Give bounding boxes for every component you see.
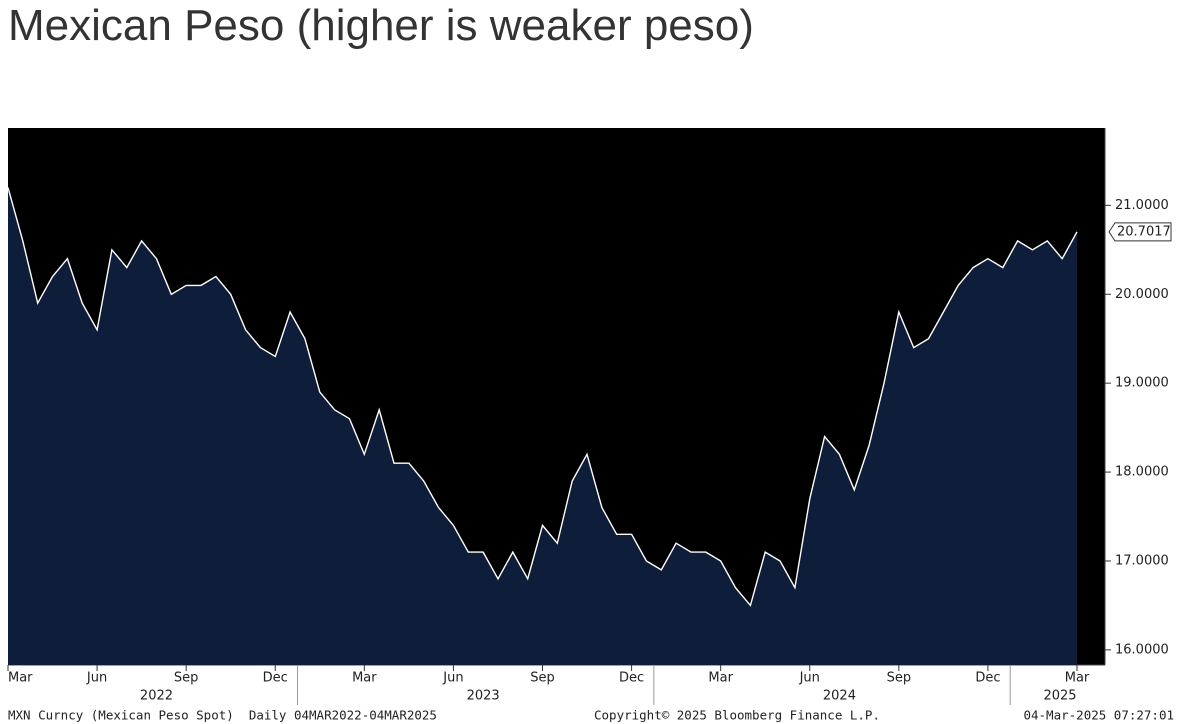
x-tick-label: Sep [530, 671, 555, 686]
y-tick-label: 17.0000 [1115, 553, 1169, 568]
year-label: 2024 [823, 689, 856, 704]
x-tick-label: Mar [1065, 671, 1090, 686]
y-tick-label: 16.0000 [1115, 642, 1169, 657]
area [8, 187, 1077, 665]
y-tick-label: 21.0000 [1115, 198, 1169, 213]
x-tick-label: Sep [174, 671, 199, 686]
x-tick-label: Jun [799, 671, 820, 686]
x-tick-label: Dec [263, 671, 288, 686]
y-tick-label: 19.0000 [1115, 376, 1169, 391]
footer-right: 04-Mar-2025 07:27:01 [1023, 708, 1174, 723]
x-tick-label: Dec [975, 671, 1000, 686]
x-tick-label: Dec [619, 671, 644, 686]
footer-center: Copyright© 2025 Bloomberg Finance L.P. [594, 708, 880, 723]
year-label: 2025 [1043, 689, 1076, 704]
x-tick-label: Mar [8, 671, 33, 686]
line [7, 187, 1078, 607]
y-tick-label: 18.0000 [1115, 465, 1169, 480]
last-value-box [1108, 222, 1172, 242]
last-value-label: 20.7017 [1117, 224, 1171, 239]
x-tick-label: Mar [352, 671, 377, 686]
footer-left: MXN Curncy (Mexican Peso Spot) Daily 04M… [8, 708, 437, 723]
x-tick-label: Sep [887, 671, 912, 686]
x-tick-label: Jun [86, 671, 107, 686]
year-label: 2023 [467, 689, 500, 704]
year-label: 2022 [140, 689, 173, 704]
chart-title: Mexican Peso (higher is weaker peso) [8, 1, 754, 50]
x-tick-label: Jun [442, 671, 463, 686]
x-tick-label: Mar [708, 671, 733, 686]
y-tick-label: 20.0000 [1115, 287, 1169, 302]
